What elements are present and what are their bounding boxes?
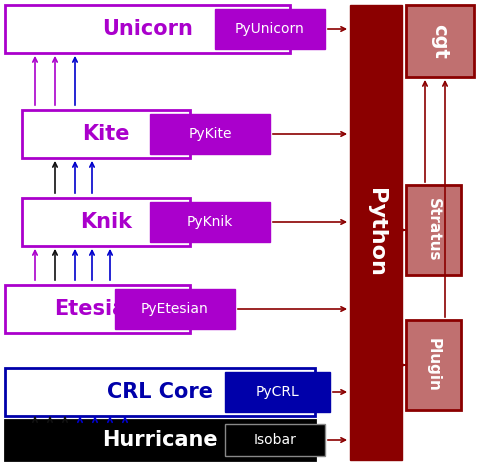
Text: Python: Python (366, 188, 386, 277)
Bar (406, 5, 474, 77)
Text: Unicorn: Unicorn (102, 19, 193, 39)
Text: Isobar: Isobar (253, 433, 297, 447)
Bar (215, 9, 325, 49)
Bar (115, 289, 235, 329)
Bar (150, 114, 270, 154)
Bar (22, 198, 190, 246)
Text: Knik: Knik (80, 212, 132, 232)
Bar (5, 285, 190, 333)
Bar (150, 202, 270, 242)
Text: PyUnicorn: PyUnicorn (235, 22, 305, 36)
Text: Etesian: Etesian (54, 299, 141, 319)
Text: PyCRL: PyCRL (256, 385, 300, 399)
Text: Stratus: Stratus (426, 198, 441, 262)
Text: PyEtesian: PyEtesian (141, 302, 209, 316)
Text: cgt: cgt (431, 24, 449, 58)
Text: PyKite: PyKite (188, 127, 232, 141)
Bar (22, 110, 190, 158)
Bar (406, 185, 461, 275)
Bar (225, 424, 325, 456)
Text: PyKnik: PyKnik (187, 215, 233, 229)
Bar (5, 5, 290, 53)
Bar (406, 320, 461, 410)
Text: Kite: Kite (82, 124, 130, 144)
Bar (350, 5, 402, 460)
Bar (5, 420, 315, 460)
Bar (225, 372, 330, 412)
Text: CRL Core: CRL Core (107, 382, 213, 402)
Bar (5, 368, 315, 416)
Text: Plugin: Plugin (426, 338, 441, 392)
Text: Hurricane: Hurricane (102, 430, 218, 450)
